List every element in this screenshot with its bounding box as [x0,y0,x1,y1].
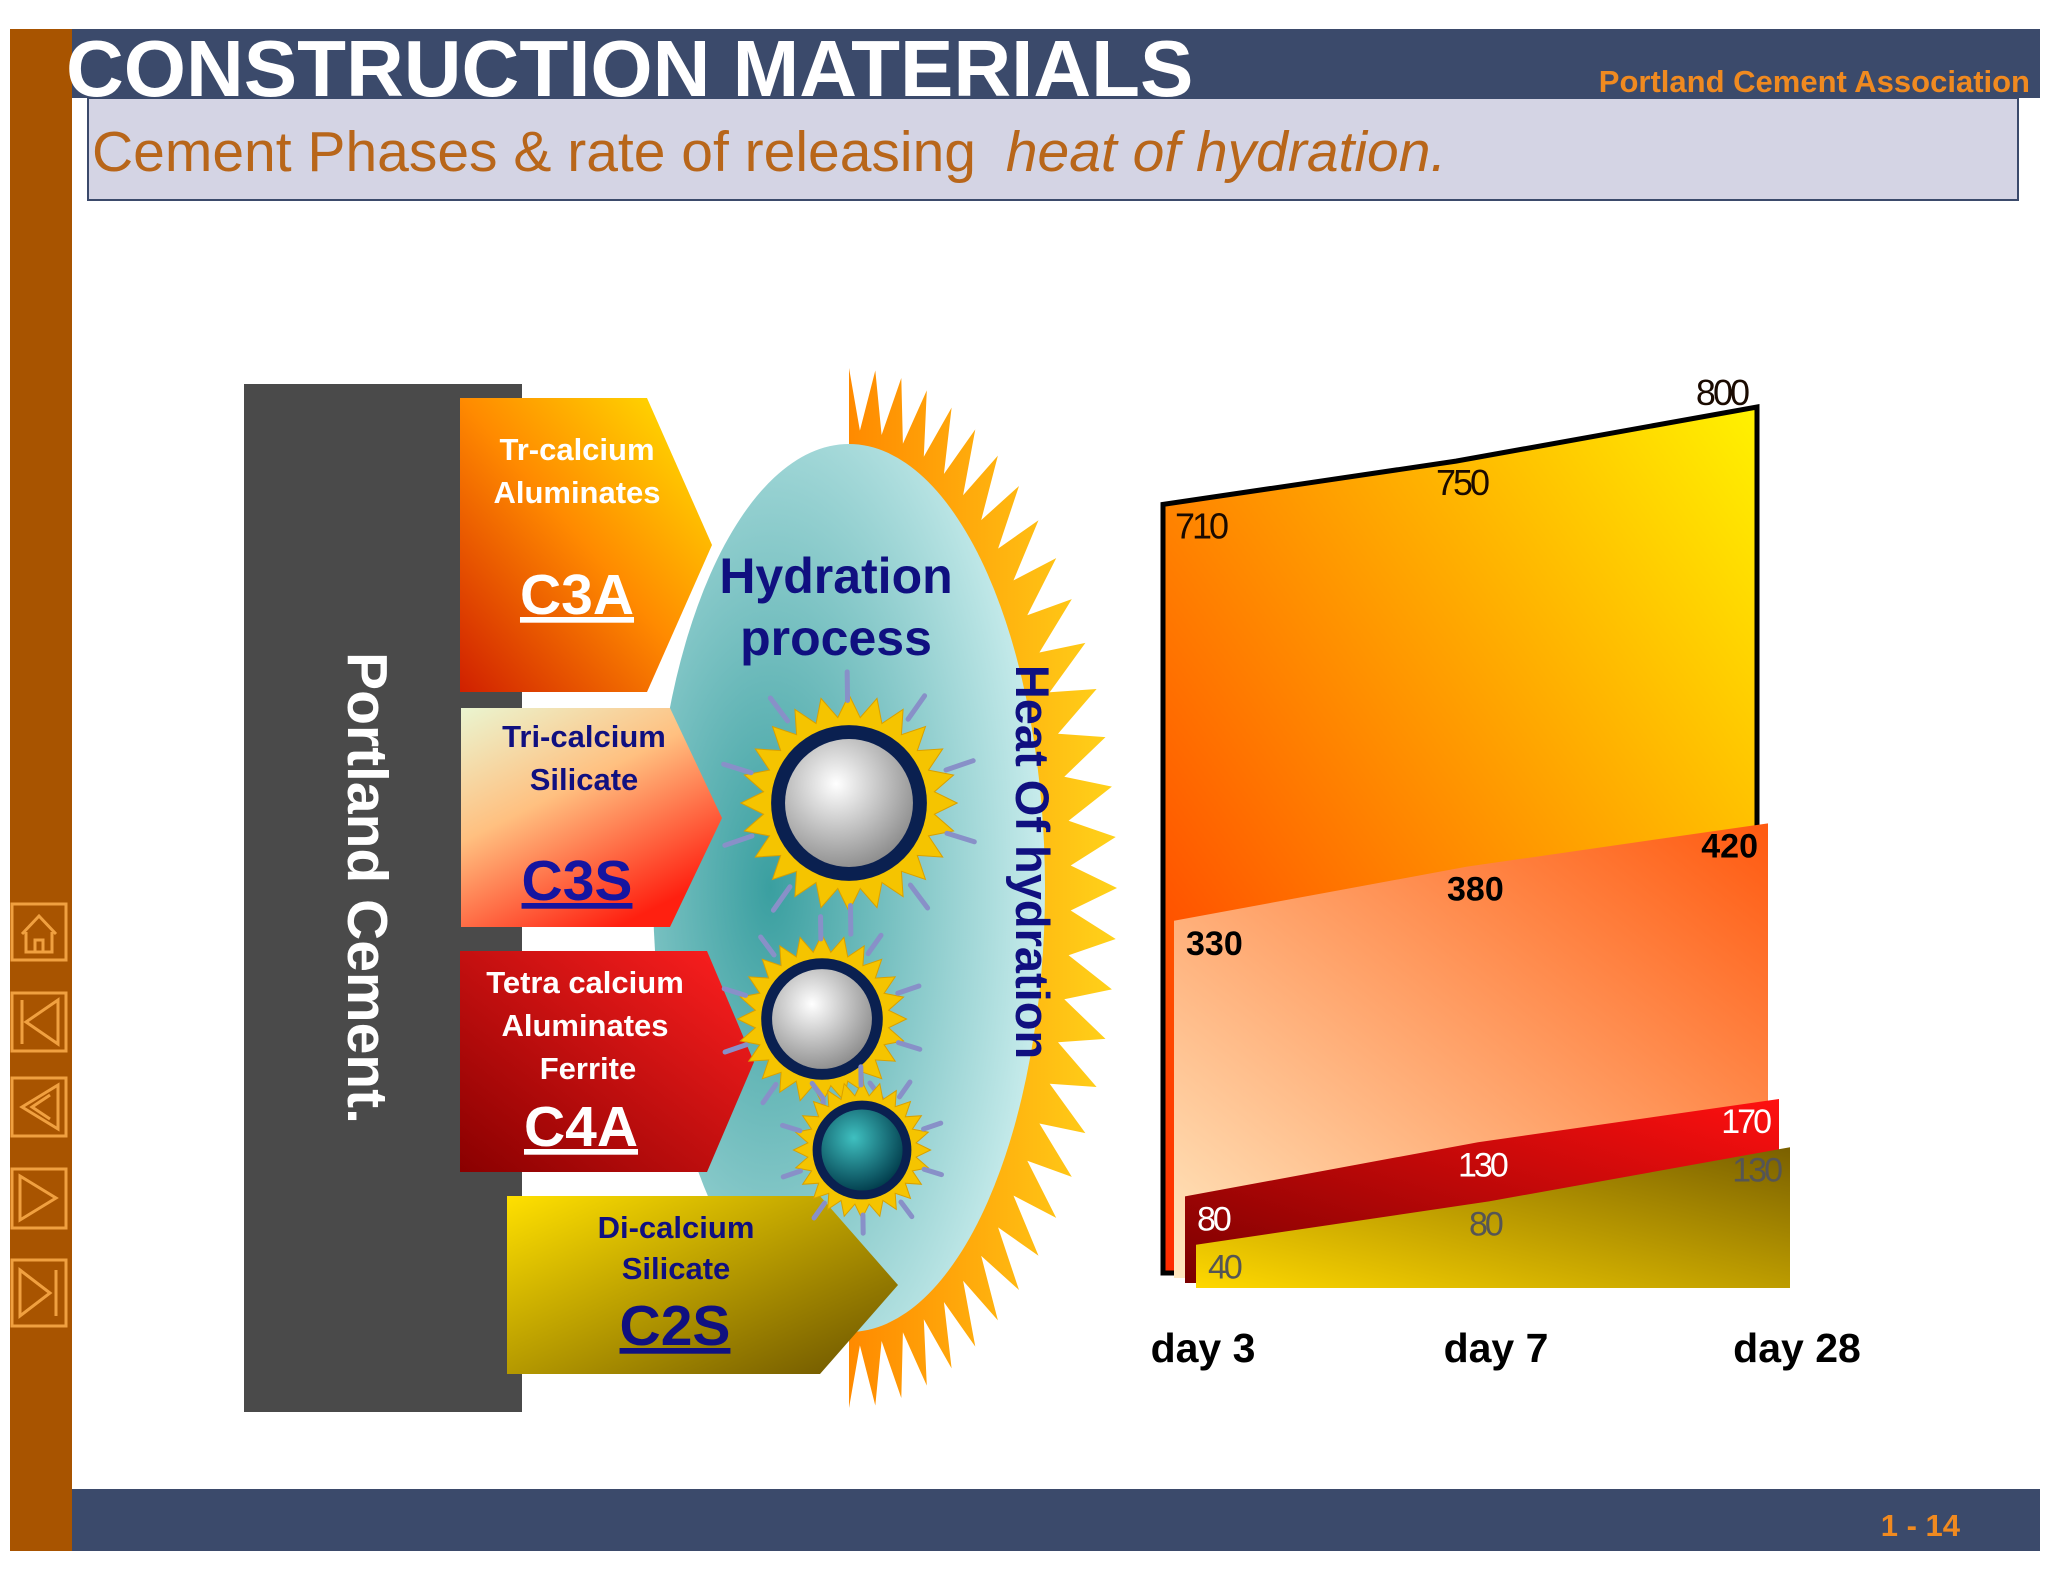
chart: 710 750 800 330 380 420 80 130 170 40 80 130 day 3 da… [1151,372,1861,1371]
phase-text: Tetra calcium [486,965,684,1000]
particle-core [821,1109,902,1190]
cement-label: Portland Cement. [335,652,399,1124]
phase-text: Di-calcium [598,1210,755,1245]
phase-text: Silicate [622,1251,731,1286]
x-tick-label: day 7 [1444,1325,1549,1371]
phase-text: Silicate [530,762,639,797]
phase-text: Aluminates [493,475,660,510]
heat-label: Heat Of hydration [1006,665,1059,1059]
data-label: 330 [1186,925,1243,963]
phase-text: Tr-calcium [499,432,654,467]
bottom-bar [72,1489,2040,1551]
phase-code: C3S [522,849,633,913]
organization: Portland Cement Association [1599,64,2030,99]
process-label: process [740,610,932,666]
subtitle-emphasis: heat of hydration. [1006,120,1446,184]
page-number: 1 - 14 [1881,1508,1961,1543]
data-label: 420 [1701,827,1758,865]
data-label: 130 [1732,1151,1782,1189]
phase-code: C3A [520,563,634,627]
phase-code: C4A [524,1095,638,1159]
data-label: 750 [1436,462,1489,503]
data-label: 710 [1175,505,1228,546]
subtitle: Cement Phases & rate of releasing heat o… [92,120,1446,184]
particle-core [772,969,872,1069]
data-label: 170 [1721,1103,1771,1141]
side-bar [10,29,72,1551]
diagram: Portland Cement. Tr-calcium Aluminates C… [244,368,1117,1412]
particle-core [785,739,913,867]
phase-code: C2S [620,1294,731,1358]
data-label: 130 [1458,1146,1508,1184]
phase-text: Ferrite [540,1051,636,1086]
x-tick-label: day 3 [1151,1325,1256,1371]
data-label: 40 [1208,1249,1242,1287]
subtitle-text: Cement Phases & rate of releasing [92,120,992,184]
phase-text: Aluminates [501,1008,668,1043]
process-label: Hydration [719,548,952,604]
data-label: 80 [1469,1205,1503,1243]
data-label: 80 [1197,1200,1231,1238]
x-tick-label: day 28 [1733,1325,1861,1371]
data-label: 380 [1447,871,1504,909]
data-label: 800 [1696,372,1749,413]
phase-text: Tri-calcium [502,719,666,754]
